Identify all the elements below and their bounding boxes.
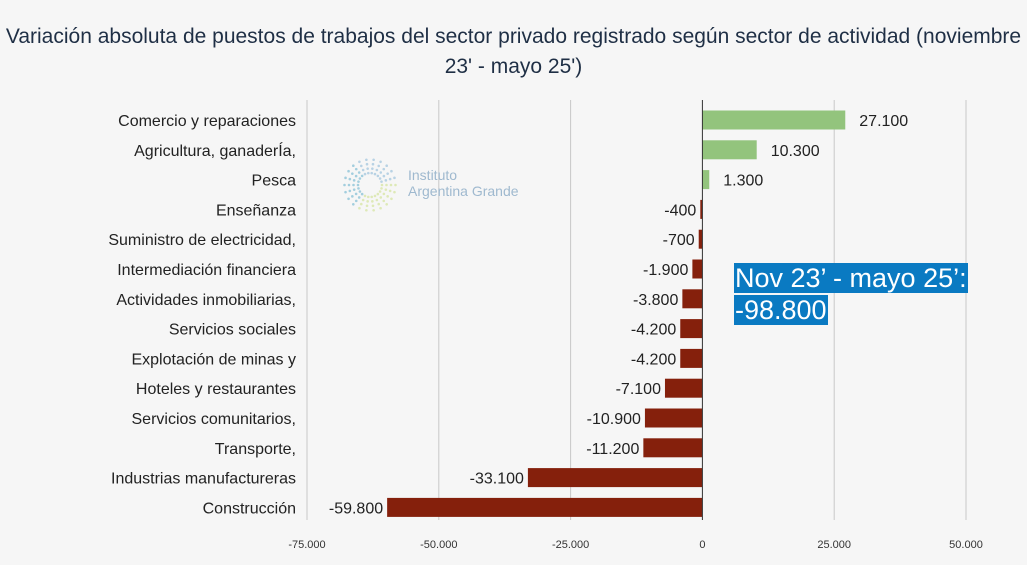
category-label: Intermediación financiera [117, 262, 296, 279]
x-tick-label: 50.000 [949, 539, 983, 551]
bar [698, 229, 703, 249]
category-label: Actividades inmobiliarias, [116, 292, 296, 309]
watermark-logo: Instituto Argentina Grande [340, 155, 540, 215]
data-label: 27.100 [859, 113, 908, 130]
x-tick-label: 25.000 [817, 539, 851, 551]
x-tick-label: -25.000 [552, 539, 589, 551]
x-tick-label: -75.000 [288, 539, 325, 551]
bar [387, 497, 703, 517]
category-label: Construcción [203, 500, 296, 517]
bar [527, 468, 703, 488]
bar [702, 170, 710, 190]
data-label: -59.800 [329, 500, 383, 517]
category-label: Servicios sociales [169, 322, 296, 339]
category-label: Explotación de minas y [131, 351, 296, 368]
bar [664, 378, 703, 398]
category-label: Servicios comunitarios, [132, 411, 297, 428]
bar [682, 289, 703, 309]
bar [680, 348, 703, 368]
data-label: -4.200 [631, 351, 676, 368]
annotation-line-1: Nov 23’ - mayo 25’: [734, 263, 968, 293]
data-label: -400 [664, 202, 696, 219]
data-label: -10.900 [587, 411, 641, 428]
category-label: Agricultura, ganaderÍa, [134, 141, 296, 160]
bar [644, 408, 703, 428]
data-label: 10.300 [771, 143, 820, 160]
category-label: Suministro de electricidad, [108, 232, 296, 249]
bar [643, 438, 703, 458]
category-label: Industrias manufactureras [111, 471, 296, 488]
bar [702, 110, 846, 130]
bar [700, 199, 703, 219]
data-label: -4.200 [631, 322, 676, 339]
annotation-line-2: -98.800 [734, 295, 828, 325]
bar [680, 319, 703, 339]
data-label: -33.100 [470, 471, 524, 488]
data-label: -1.900 [643, 262, 688, 279]
x-tick-label: 0 [699, 539, 705, 551]
x-tick-label: -50.000 [420, 539, 457, 551]
category-label: Comercio y reparaciones [118, 113, 296, 130]
logo-dots-icon [343, 158, 397, 212]
chart-title: Variación absoluta de puestos de trabajo… [5, 25, 1022, 78]
data-label: -7.100 [616, 381, 661, 398]
bar [702, 140, 757, 160]
data-label: 1.300 [723, 173, 763, 190]
total-annotation: Nov 23’ - mayo 25’: -98.800 [734, 262, 968, 326]
bar [692, 259, 703, 279]
category-label: Transporte, [215, 441, 296, 458]
data-label: -11.200 [586, 441, 639, 458]
category-label: Hoteles y restaurantes [136, 381, 296, 398]
data-label: -3.800 [633, 292, 678, 309]
data-label: -700 [663, 232, 695, 249]
category-label: Enseñanza [216, 202, 296, 219]
category-label: Pesca [252, 173, 297, 190]
watermark-text: Instituto Argentina Grande [408, 167, 519, 199]
